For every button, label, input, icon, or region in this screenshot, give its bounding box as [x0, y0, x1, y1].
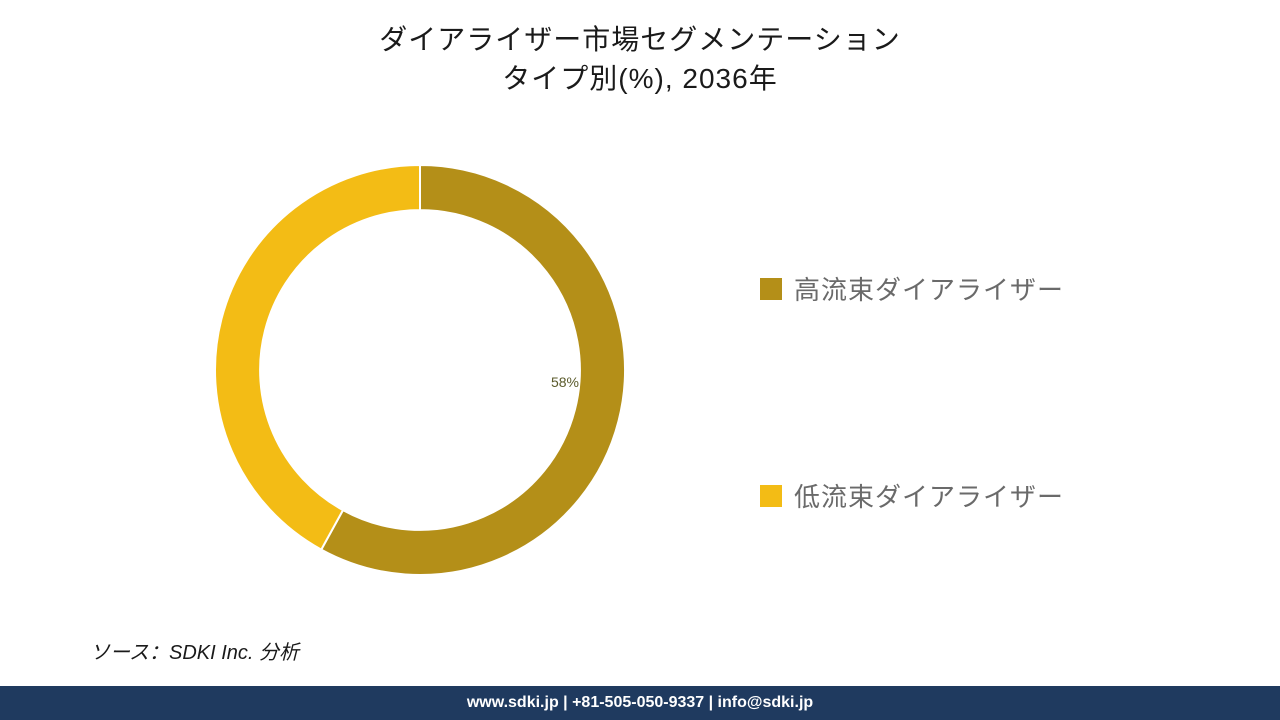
- footer-contact-bar: www.sdki.jp | +81-505-050-9337 | info@sd…: [0, 686, 1280, 720]
- donut-slice-0: [321, 165, 625, 575]
- title-line-1: ダイアライザー市場セグメンテーション: [0, 20, 1280, 59]
- donut-svg: [200, 150, 640, 590]
- legend-label: 低流束ダイアライザー: [794, 477, 1064, 514]
- legend-item-low-flux: 低流束ダイアライザー: [760, 477, 1064, 514]
- source-attribution: ソース：SDKI Inc. 分析: [90, 636, 299, 665]
- footer-text: www.sdki.jp | +81-505-050-9337 | info@sd…: [467, 694, 813, 712]
- legend-swatch-icon: [760, 485, 782, 507]
- legend-item-high-flux: 高流束ダイアライザー: [760, 270, 1064, 307]
- title-line-2: タイプ別(%), 2036年: [0, 59, 1280, 98]
- chart-title: ダイアライザー市場セグメンテーション タイプ別(%), 2036年: [0, 0, 1280, 98]
- slice-value-label: 58%: [551, 374, 579, 390]
- legend: 高流束ダイアライザー 低流束ダイアライザー: [760, 270, 1064, 514]
- donut-chart: 58%: [200, 150, 640, 590]
- legend-label: 高流束ダイアライザー: [794, 270, 1064, 307]
- donut-slice-1: [215, 165, 420, 550]
- legend-swatch-icon: [760, 278, 782, 300]
